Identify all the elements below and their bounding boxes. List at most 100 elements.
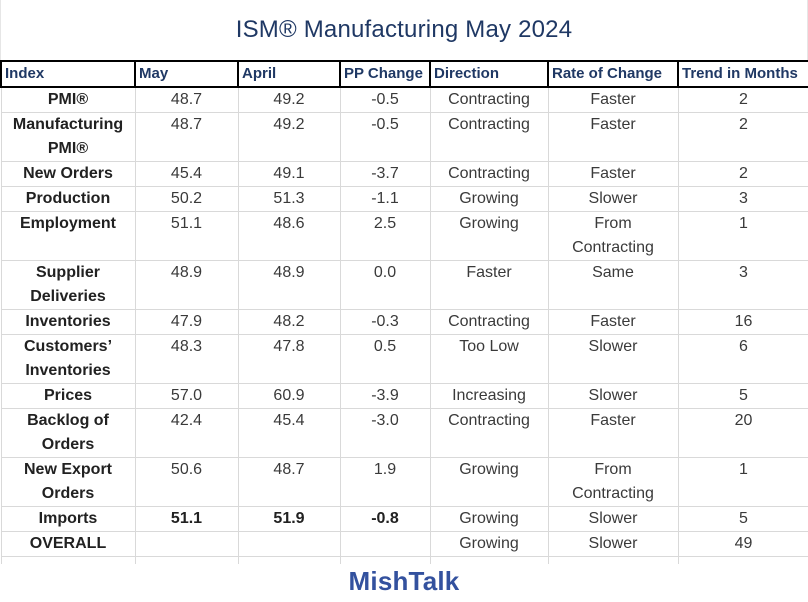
cell-may: 48.7	[134, 112, 239, 162]
cell-pp-change: -0.5	[339, 86, 431, 113]
cell-april: 49.2	[237, 86, 341, 113]
cell-april: 48.2	[237, 309, 341, 335]
cell-may: 51.1	[134, 211, 239, 261]
cell-may: 48.9	[134, 260, 239, 310]
cell-direction: Contracting	[429, 408, 549, 458]
cell-april: 48.9	[237, 260, 341, 310]
column-header: April	[237, 60, 341, 88]
cell-rate-of-change: Faster	[547, 86, 679, 113]
cell-trend-in-months: 2	[677, 112, 808, 162]
cell-index: Employment	[0, 211, 136, 261]
cell-pp-change: -0.3	[339, 309, 431, 335]
column-header: Rate of Change	[547, 60, 679, 88]
cell-pp-change: -3.9	[339, 383, 431, 409]
table-row: New Orders 45.4 49.1 -3.7 Contracting Faster 2	[0, 161, 808, 187]
cell-rate-of-change: From Contracting	[547, 211, 679, 261]
cell-april: 49.1	[237, 161, 341, 187]
cell-index: Customers’ Inventories	[0, 334, 136, 384]
empty-cell	[339, 556, 431, 564]
cell-direction: Growing	[429, 186, 549, 212]
cell-may: 45.4	[134, 161, 239, 187]
empty-cell	[134, 556, 239, 564]
empty-cell	[429, 556, 549, 564]
table-row: New Export Orders 50.6 48.7 1.9 Growing From …	[0, 457, 808, 507]
cell-trend-in-months: 16	[677, 309, 808, 335]
table-row: Employment 51.1 48.6 2.5 Growing From Contrac…	[0, 211, 808, 261]
cell-april: 45.4	[237, 408, 341, 458]
cell-direction: Contracting	[429, 309, 549, 335]
cell-may: 47.9	[134, 309, 239, 335]
cell-trend-in-months: 3	[677, 260, 808, 310]
header-row: Index May April PP Change Direction Rate of C…	[0, 60, 808, 88]
cell-pp-change: -0.8	[339, 506, 431, 532]
cell-index: New Export Orders	[0, 457, 136, 507]
cell-trend-in-months: 2	[677, 86, 808, 113]
cell-rate-of-change: Slower	[547, 506, 679, 532]
partial-gridline-row	[0, 556, 808, 564]
table-row: Customers’ Inventories 48.3 47.8 0.5 Too Low…	[0, 334, 808, 384]
cell-may: 50.6	[134, 457, 239, 507]
cell-rate-of-change: Faster	[547, 408, 679, 458]
cell-pp-change: -3.7	[339, 161, 431, 187]
cell-pp-change: -1.1	[339, 186, 431, 212]
cell-april	[237, 531, 341, 557]
cell-direction: Increasing	[429, 383, 549, 409]
cell-trend-in-months: 49	[677, 531, 808, 557]
column-header: Trend in Months	[677, 60, 808, 88]
cell-direction: Growing	[429, 506, 549, 532]
cell-rate-of-change: Slower	[547, 334, 679, 384]
cell-trend-in-months: 6	[677, 334, 808, 384]
mishtalk-wordmark: MishTalk	[348, 566, 460, 596]
cell-may: 48.7	[134, 86, 239, 113]
cell-index: Imports	[0, 506, 136, 532]
cell-trend-in-months: 5	[677, 506, 808, 532]
cell-index: Supplier Deliveries	[0, 260, 136, 310]
column-header: May	[134, 60, 239, 88]
empty-cell	[0, 556, 136, 564]
cell-trend-in-months: 5	[677, 383, 808, 409]
cell-may: 48.3	[134, 334, 239, 384]
cell-rate-of-change: Slower	[547, 531, 679, 557]
cell-rate-of-change: Faster	[547, 112, 679, 162]
empty-cell	[237, 556, 341, 564]
cell-direction: Contracting	[429, 112, 549, 162]
cell-april: 47.8	[237, 334, 341, 384]
cell-pp-change: 0.0	[339, 260, 431, 310]
table-row: Supplier Deliveries 48.9 48.9 0.0 Faster Same…	[0, 260, 808, 310]
cell-may: 57.0	[134, 383, 239, 409]
cell-trend-in-months: 20	[677, 408, 808, 458]
cell-rate-of-change: Faster	[547, 309, 679, 335]
footer: MishTalk	[0, 564, 808, 600]
table-body: PMI® 48.7 49.2 -0.5 Contracting Faster 2 Manufa…	[0, 86, 808, 564]
cell-may: 51.1	[134, 506, 239, 532]
cell-april: 48.7	[237, 457, 341, 507]
cell-index: PMI®	[0, 86, 136, 113]
cell-index: Backlog of Orders	[0, 408, 136, 458]
cell-trend-in-months: 1	[677, 457, 808, 507]
table-row: Prices 57.0 60.9 -3.9 Increasing Slower 5	[0, 383, 808, 409]
cell-direction: Growing	[429, 531, 549, 557]
cell-index: Manufacturing PMI®	[0, 112, 136, 162]
cell-rate-of-change: Slower	[547, 186, 679, 212]
title-bar: ISM® Manufacturing May 2024	[0, 0, 808, 60]
cell-april: 49.2	[237, 112, 341, 162]
table-row: Inventories 47.9 48.2 -0.3 Contracting Faster…	[0, 309, 808, 335]
cell-rate-of-change: Slower	[547, 383, 679, 409]
cell-april: 60.9	[237, 383, 341, 409]
cell-trend-in-months: 2	[677, 161, 808, 187]
table-row: PMI® 48.7 49.2 -0.5 Contracting Faster 2	[0, 86, 808, 113]
cell-april: 48.6	[237, 211, 341, 261]
cell-pp-change: -3.0	[339, 408, 431, 458]
cell-index: Inventories	[0, 309, 136, 335]
cell-trend-in-months: 1	[677, 211, 808, 261]
cell-pp-change: -0.5	[339, 112, 431, 162]
cell-april: 51.9	[237, 506, 341, 532]
table-row: Imports 51.1 51.9 -0.8 Growing Slower 5	[0, 506, 808, 532]
column-header: PP Change	[339, 60, 431, 88]
empty-cell	[677, 556, 808, 564]
table-row: Backlog of Orders 42.4 45.4 -3.0 Contracting…	[0, 408, 808, 458]
cell-index: Production	[0, 186, 136, 212]
cell-index: OVERALL	[0, 531, 136, 557]
cell-direction: Contracting	[429, 86, 549, 113]
table-row: Manufacturing PMI® 48.7 49.2 -0.5 Contractin…	[0, 112, 808, 162]
